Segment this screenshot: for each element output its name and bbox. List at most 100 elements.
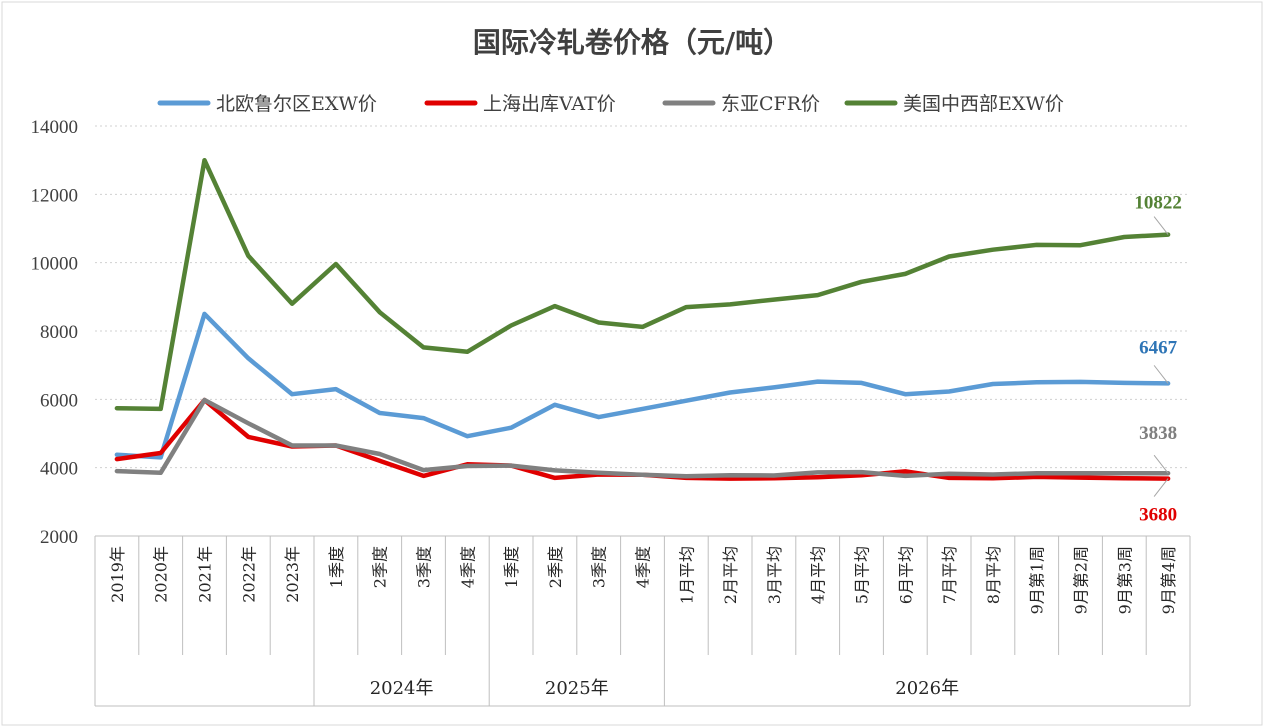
data-point: [203, 158, 206, 162]
x-group-label: 2024年: [370, 678, 434, 699]
y-tick-label: 10000: [31, 254, 79, 275]
data-point: [378, 411, 382, 415]
data-point: [115, 453, 119, 457]
x-group-label: 2025年: [545, 678, 609, 699]
y-tick-label: 8000: [40, 322, 78, 343]
data-point: [422, 345, 425, 349]
data-point: [553, 304, 557, 308]
data-point: [553, 403, 557, 407]
data-point: [684, 305, 688, 309]
x-tick-label: 9月第2周: [1072, 546, 1091, 614]
x-tick-label: 2季度: [546, 546, 565, 588]
data-point: [378, 459, 382, 463]
data-point: [553, 468, 557, 472]
x-tick-label: 2023年: [283, 546, 302, 603]
data-point: [378, 452, 382, 456]
data-point: [597, 415, 601, 419]
x-tick-label: 2季度: [371, 546, 390, 588]
data-point: [860, 280, 863, 284]
data-point: [860, 470, 863, 474]
data-point: [509, 464, 513, 468]
data-point: [860, 381, 863, 385]
x-tick-label: 2022年: [239, 546, 258, 603]
data-point: [159, 455, 163, 459]
data-point: [728, 391, 732, 394]
data-point: [290, 392, 294, 396]
data-point: [772, 298, 776, 302]
data-point: [816, 475, 820, 479]
data-point: [816, 293, 820, 297]
data-point: [246, 254, 250, 258]
x-tick-label: 7月平均: [940, 546, 959, 604]
data-point: [947, 389, 951, 393]
legend-item-label: 北欧鲁尔区EXW价: [216, 93, 377, 115]
series-layer: [114, 157, 1171, 481]
x-tick-label: 1月平均: [677, 546, 696, 604]
data-point: [159, 407, 163, 411]
legend-item-label: 美国中西部EXW价: [903, 93, 1064, 115]
data-point: [991, 248, 995, 252]
data-point: [422, 468, 425, 472]
data-point: [159, 471, 163, 475]
label-layer: 6467 3680 3838 10822: [1134, 193, 1182, 526]
data-point: [597, 471, 601, 475]
end-data-label: 6467: [1139, 337, 1178, 358]
data-point: [246, 356, 250, 360]
y-tick-label: 4000: [40, 459, 78, 480]
data-point: [203, 312, 206, 316]
data-point: [991, 473, 995, 476]
data-point: [246, 421, 250, 425]
data-point: [334, 387, 338, 391]
data-point: [509, 426, 513, 430]
data-point: [903, 272, 907, 276]
data-point: [465, 434, 469, 438]
data-point: [378, 310, 382, 314]
data-point: [1035, 380, 1039, 384]
data-point: [641, 407, 644, 411]
data-point: [1122, 235, 1126, 239]
data-point: [1122, 471, 1126, 475]
data-point: [422, 416, 425, 420]
data-point: [1122, 476, 1126, 480]
end-data-label: 3680: [1139, 505, 1177, 526]
data-point: [553, 476, 557, 480]
data-point: [1035, 243, 1039, 247]
end-data-label: 10822: [1134, 193, 1182, 214]
data-point: [1079, 476, 1082, 480]
x-tick-label: 2019年: [108, 546, 127, 603]
x-tick-label: 4季度: [458, 546, 477, 588]
data-point: [159, 451, 163, 455]
end-label-leader: [1153, 478, 1169, 497]
y-tick-label: 14000: [31, 117, 79, 138]
x-tick-label: 6月平均: [896, 546, 915, 604]
data-point: [816, 380, 820, 384]
x-group-label: 2026年: [895, 678, 959, 699]
data-point: [728, 473, 732, 477]
y-tick-label: 2000: [40, 527, 78, 548]
data-point: [1035, 471, 1039, 475]
data-point: [290, 302, 294, 306]
data-point: [465, 350, 469, 354]
data-point: [203, 398, 206, 402]
data-point: [1122, 381, 1126, 385]
data-point: [115, 457, 119, 461]
x-tick-label: 3季度: [590, 546, 609, 588]
data-point: [465, 464, 469, 468]
data-point: [947, 472, 951, 476]
data-point: [728, 477, 732, 481]
y-tick-label: 6000: [40, 390, 78, 411]
x-tick-label: 8月平均: [984, 546, 1003, 604]
data-point: [290, 443, 294, 447]
data-point: [422, 474, 425, 478]
data-point: [1079, 471, 1082, 475]
legend: 北欧鲁尔区EXW价 上海出库VAT价 东亚CFR价 美国中西部EXW价: [157, 93, 1064, 115]
data-point: [115, 469, 119, 473]
data-point: [684, 474, 688, 478]
data-point: [991, 476, 995, 480]
x-tick-label: 2020年: [152, 546, 171, 603]
x-tick-label: 1季度: [502, 546, 521, 588]
data-point: [947, 476, 951, 480]
x-tick-label: 3月平均: [765, 546, 784, 604]
